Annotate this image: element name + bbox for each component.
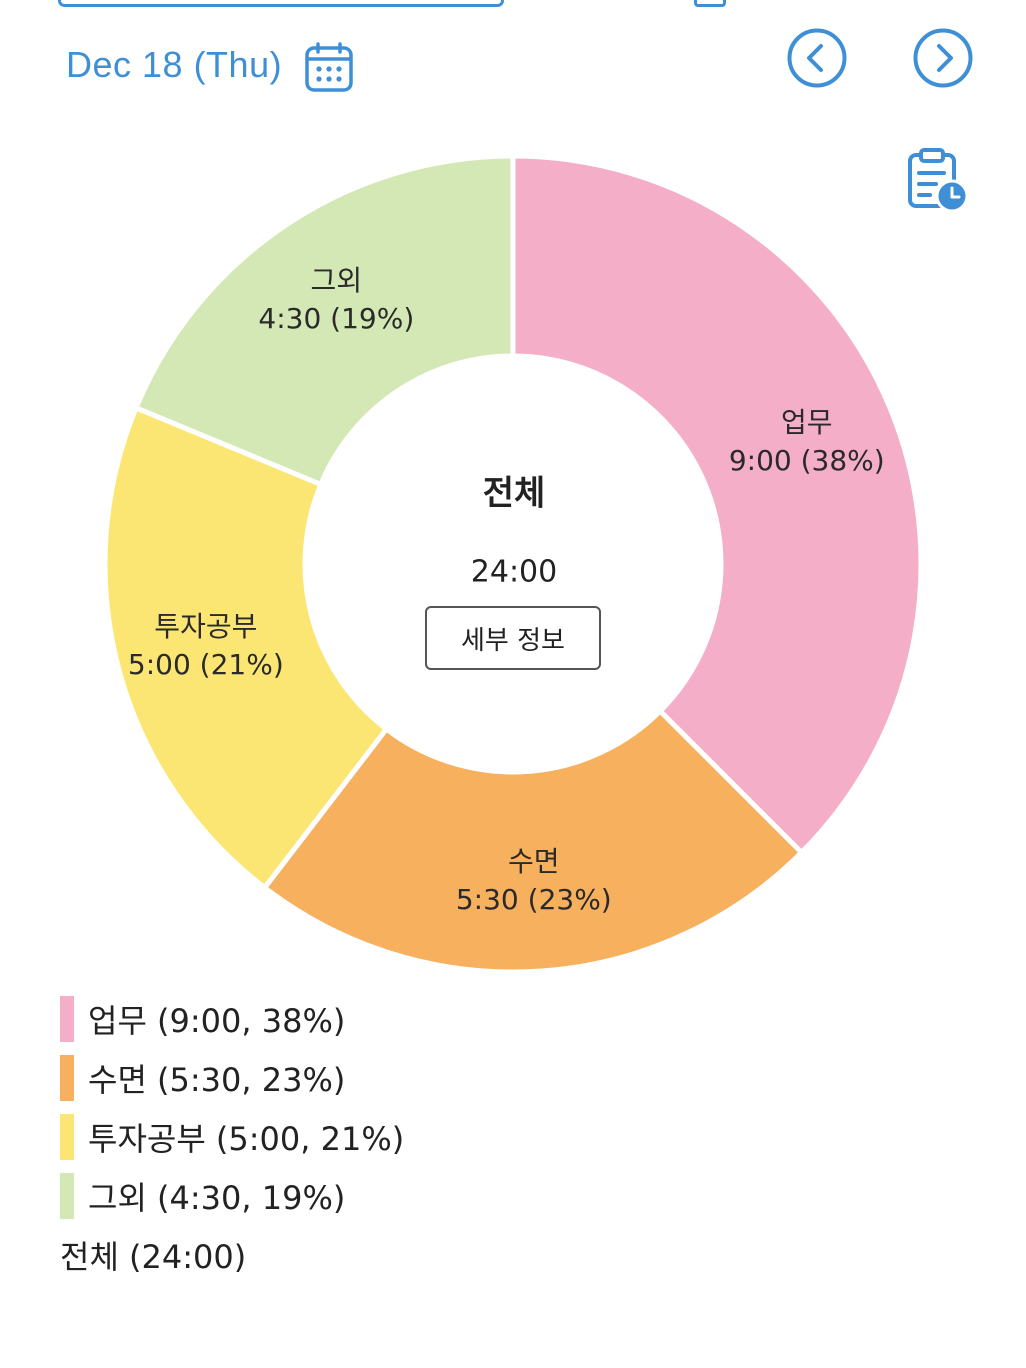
segment-label: 수면 5:30 (23%) [456,843,612,919]
donut-segment[interactable] [510,153,924,857]
segment-value: 4:30 (19%) [258,301,415,335]
segment-value: 9:00 (38%) [728,444,885,478]
legend-label: 업무 (9:00, 38%) [88,1002,346,1040]
legend-label: 그외 (4:30, 19%) [88,1179,346,1217]
segment-label: 그외 4:30 (19%) [258,262,414,338]
legend-swatch [60,1055,74,1101]
legend-label: 투자공부 (5:00, 21%) [88,1120,405,1158]
donut-hole [307,358,719,770]
donut-segment[interactable] [261,707,806,975]
legend-item: 투자공부 (5:00, 21%) [60,1114,404,1160]
legend-item: 그외 (4:30, 19%) [60,1173,404,1219]
next-day-button[interactable] [912,27,974,89]
center-total: 24:00 [470,554,558,590]
segment-value: 5:30 (23%) [455,883,612,917]
legend-swatch [60,1173,74,1219]
calendar-icon[interactable] [304,42,356,94]
legend-total: 전체 (24:00) [60,1238,247,1276]
donut-segment[interactable] [102,404,390,892]
chevron-left-circle-icon [787,28,847,88]
donut-chart[interactable] [0,0,1026,1000]
detail-info-button[interactable]: 세부 정보 [425,606,601,670]
segment-name: 업무 [781,406,833,440]
legend-swatch [60,1114,74,1160]
segment-value: 5:00 (21%) [127,648,284,682]
prev-day-button[interactable] [786,27,848,89]
top-tab-fragment [694,0,726,7]
segment-name: 수면 [508,845,560,879]
legend-item: 업무 (9:00, 38%) [60,996,404,1042]
segment-name: 그외 [310,263,363,297]
donut-segment[interactable] [132,153,516,488]
legend-label: 수면 (5:30, 23%) [88,1061,346,1099]
date-label[interactable]: Dec 18 (Thu) [66,44,283,85]
legend: 업무 (9:00, 38%) 수면 (5:30, 23%) 투자공부 (5:00… [60,996,404,1278]
report-button[interactable] [906,148,970,214]
center-title: 전체 [482,473,546,514]
segment-label: 투자공부 5:00 (21%) [128,608,284,684]
legend-swatch [60,996,74,1042]
legend-item: 수면 (5:30, 23%) [60,1055,404,1101]
top-tab-indicator [58,0,504,7]
chevron-right-circle-icon [913,28,973,88]
segment-name: 투자공부 [154,610,258,644]
clipboard-clock-icon [908,148,969,213]
segment-label: 업무 9:00 (38%) [729,404,885,480]
